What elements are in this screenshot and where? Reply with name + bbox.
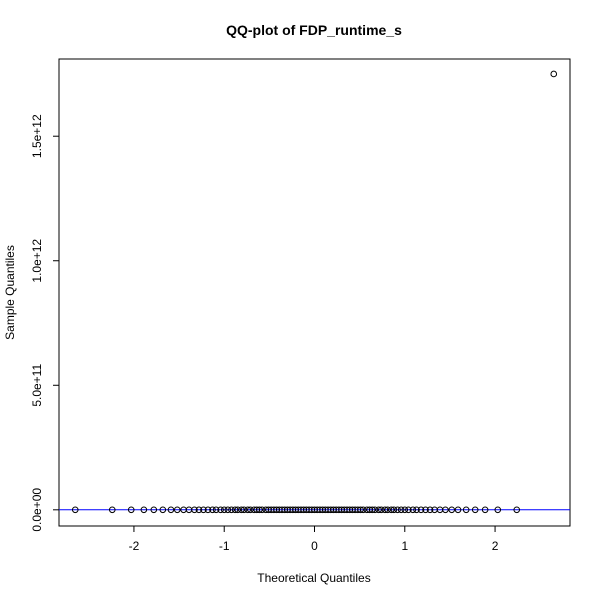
data-point <box>191 506 198 514</box>
y-tick-label: 1.0e+12 <box>30 239 44 283</box>
data-point <box>195 506 203 514</box>
data-point <box>462 506 470 514</box>
data-point <box>426 506 434 514</box>
x-tick-label: -2 <box>129 539 140 553</box>
x-axis: -2 -1 0 1 2 <box>129 526 499 553</box>
data-point <box>417 506 425 514</box>
data-point <box>513 506 521 514</box>
data-point <box>394 506 401 514</box>
data-point <box>413 506 420 514</box>
data-point <box>397 506 405 514</box>
data-point <box>209 506 216 514</box>
data-point <box>167 506 175 514</box>
data-point <box>224 506 232 514</box>
data-point <box>357 506 364 514</box>
data-point <box>200 506 207 514</box>
data-point <box>204 506 212 514</box>
data-point <box>375 506 382 514</box>
data-point <box>378 506 385 514</box>
data-point <box>359 506 367 514</box>
data-point <box>481 506 489 514</box>
data-point <box>234 506 242 514</box>
data-point <box>550 70 558 78</box>
data-point <box>409 506 417 514</box>
x-axis-label: Theoretical Quantiles <box>257 571 370 585</box>
data-point <box>256 506 263 514</box>
data-point <box>244 506 251 514</box>
data-point <box>220 506 228 514</box>
x-tick-label: 2 <box>492 539 499 553</box>
data-point <box>228 506 235 514</box>
y-axis: 0.0e+00 5.0e+11 1.0e+12 1.5e+12 <box>30 114 59 532</box>
x-tick-label: 1 <box>401 539 408 553</box>
data-point <box>454 506 462 514</box>
data-point <box>240 506 248 514</box>
data-point <box>238 506 245 514</box>
plot-frame <box>58 58 571 527</box>
data-point <box>368 506 376 514</box>
x-tick-label: -1 <box>219 539 230 553</box>
data-point <box>258 506 266 514</box>
data-point <box>247 506 254 514</box>
data-point <box>217 506 224 514</box>
data-point <box>140 506 148 514</box>
y-axis-label: Sample Quantiles <box>3 245 17 340</box>
data-point <box>150 506 158 514</box>
data-point <box>401 506 409 514</box>
data-point <box>108 506 116 514</box>
data-point <box>387 506 395 514</box>
data-point <box>212 506 220 514</box>
data-point <box>494 506 502 514</box>
data-point <box>381 506 389 514</box>
y-tick-label: 5.0e+11 <box>30 364 44 407</box>
data-point <box>371 506 379 514</box>
chart-title: QQ-plot of FDP_runtime_s <box>226 22 402 38</box>
data-point <box>71 506 79 514</box>
data-point <box>422 506 429 514</box>
data-point <box>405 506 412 514</box>
x-tick-label: 0 <box>311 539 318 553</box>
y-tick-label: 1.5e+12 <box>30 114 44 158</box>
data-point <box>390 506 398 514</box>
plot-area <box>59 70 570 514</box>
data-point <box>448 506 456 514</box>
data-point <box>173 506 181 514</box>
y-tick-label: 0.0e+00 <box>30 488 44 532</box>
data-point <box>159 506 167 514</box>
data-point <box>231 506 239 514</box>
data-point <box>127 506 135 514</box>
data-point <box>384 506 391 514</box>
data-point <box>471 506 479 514</box>
data-point <box>442 506 449 514</box>
